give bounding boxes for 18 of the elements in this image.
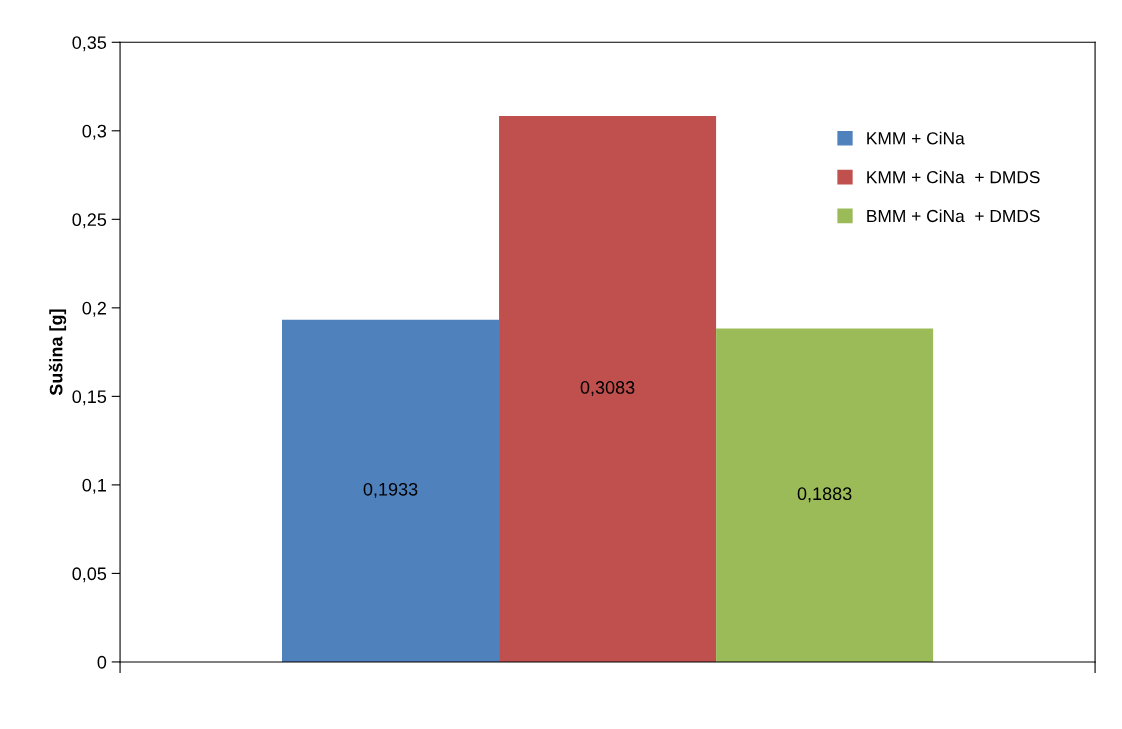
y-tick-label: 0,15 — [72, 390, 107, 406]
data-label: 0,1883 — [797, 487, 852, 503]
y-tick-label: 0,3 — [82, 124, 107, 140]
bar — [716, 328, 934, 662]
legend-label: KMM + CiNa — [867, 131, 965, 145]
bar — [499, 116, 717, 662]
legend-label: BMM + CiNa + DMDS — [867, 209, 1040, 223]
y-tick-label: 0 — [97, 655, 107, 669]
legend-label: KMM + CiNa + DMDS — [867, 170, 1040, 184]
y-tick-label: 0,05 — [72, 567, 107, 583]
y-axis-title: Sušina [g] — [48, 309, 67, 396]
y-tick-label: 0,35 — [72, 36, 107, 52]
data-label: 0,3083 — [580, 381, 635, 396]
y-tick-label: 0,25 — [72, 213, 107, 229]
bar — [282, 319, 500, 662]
y-tick-label: 0,1 — [82, 478, 106, 494]
y-tick-label: 0,2 — [82, 301, 106, 317]
data-label: 0,1933 — [363, 482, 418, 498]
